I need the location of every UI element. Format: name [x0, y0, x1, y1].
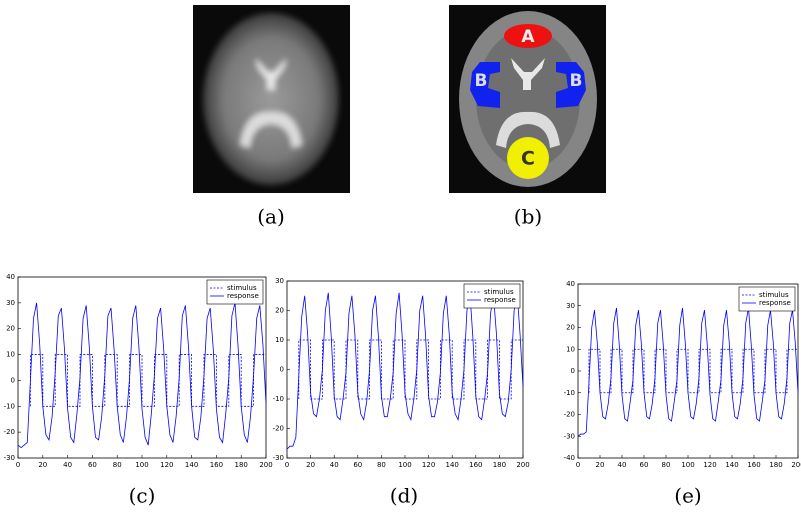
x-tick-label: 20: [38, 461, 47, 469]
y-tick-label: -10: [4, 402, 15, 410]
x-tick-label: 80: [113, 461, 122, 469]
x-tick-label: 60: [640, 461, 649, 469]
region-label: B: [570, 71, 583, 91]
y-tick-label: -30: [4, 454, 15, 462]
y-tick-label: 0: [571, 367, 575, 375]
x-tick-label: 160: [747, 461, 760, 469]
y-tick-label: -30: [564, 432, 575, 440]
x-tick-label: 80: [377, 461, 386, 469]
x-tick-label: 40: [618, 461, 627, 469]
x-tick-label: 20: [596, 461, 605, 469]
y-tick-label: 0: [280, 366, 284, 374]
legend-label: stimulus: [484, 288, 514, 296]
legend-label: response: [227, 292, 259, 300]
region-label: A: [521, 27, 535, 47]
x-tick-label: 180: [493, 461, 506, 469]
x-tick-label: 120: [160, 461, 173, 469]
caption: (c): [129, 484, 156, 508]
x-tick-label: 140: [446, 461, 459, 469]
y-tick-label: 10: [566, 345, 575, 353]
region-label: C: [521, 148, 535, 170]
y-tick-label: -10: [564, 389, 575, 397]
x-tick-label: 160: [210, 461, 223, 469]
legend-label: response: [484, 296, 516, 304]
x-tick-label: 200: [259, 461, 272, 469]
y-tick-label: 30: [6, 299, 15, 307]
x-tick-label: 40: [63, 461, 72, 469]
x-tick-label: 160: [469, 461, 482, 469]
x-tick-label: 0: [16, 461, 20, 469]
x-tick-label: 140: [725, 461, 738, 469]
figure: A B B C (a) (b) 020406080100120140160180…: [0, 0, 801, 513]
brain-image-a: [193, 5, 350, 193]
x-tick-label: 200: [791, 461, 801, 469]
y-tick-label: 20: [275, 307, 284, 315]
legend-label: response: [759, 299, 791, 307]
y-tick-label: -40: [564, 454, 575, 462]
y-tick-label: -30: [273, 454, 284, 462]
y-tick-label: -20: [4, 428, 15, 436]
x-tick-label: 120: [703, 461, 716, 469]
x-tick-label: 0: [285, 461, 289, 469]
legend-label: stimulus: [227, 284, 257, 292]
x-tick-label: 20: [306, 461, 315, 469]
x-tick-label: 180: [235, 461, 248, 469]
y-tick-label: 30: [275, 277, 284, 285]
x-tick-label: 200: [516, 461, 529, 469]
y-tick-label: 40: [566, 280, 575, 288]
legend-label: stimulus: [759, 291, 789, 299]
x-tick-label: 140: [185, 461, 198, 469]
region-label: B: [475, 71, 488, 91]
y-tick-label: 30: [566, 302, 575, 310]
y-tick-label: 20: [6, 325, 15, 333]
x-tick-label: 0: [576, 461, 580, 469]
x-tick-label: 120: [422, 461, 435, 469]
y-tick-label: -20: [564, 411, 575, 419]
caption: (b): [514, 205, 542, 229]
y-tick-label: 10: [275, 336, 284, 344]
y-tick-label: 10: [6, 351, 15, 359]
y-tick-label: -10: [273, 395, 284, 403]
brain-image-b: A B B C: [449, 5, 606, 193]
y-tick-label: -20: [273, 425, 284, 433]
caption: (a): [257, 205, 285, 229]
x-tick-label: 80: [662, 461, 671, 469]
caption: (e): [674, 484, 701, 508]
x-tick-label: 60: [88, 461, 97, 469]
x-tick-label: 100: [135, 461, 148, 469]
y-tick-label: 20: [566, 324, 575, 332]
x-tick-label: 100: [398, 461, 411, 469]
y-tick-label: 40: [6, 273, 15, 281]
y-tick-label: 0: [11, 376, 15, 384]
x-tick-label: 100: [681, 461, 694, 469]
x-tick-label: 180: [769, 461, 782, 469]
caption: (d): [390, 484, 418, 508]
x-tick-label: 40: [330, 461, 339, 469]
x-tick-label: 60: [353, 461, 362, 469]
